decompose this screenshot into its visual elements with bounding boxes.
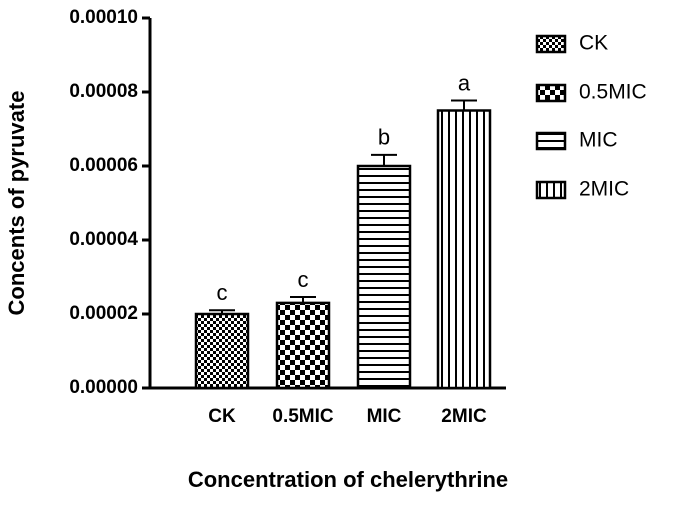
x-axis-title: Concentration of chelerythrine — [188, 467, 508, 492]
x-tick-label: 0.5MIC — [272, 406, 334, 427]
bar — [356, 164, 412, 390]
legend-label: 2MIC — [579, 178, 629, 201]
bar — [275, 301, 331, 390]
legend-swatch — [535, 131, 567, 151]
significance-letter: c — [217, 280, 228, 305]
y-tick-label: 0.00000 — [69, 377, 138, 398]
y-tick-label: 0.00004 — [69, 229, 138, 250]
legend-swatch — [535, 34, 567, 54]
legend-label: CK — [579, 32, 608, 55]
x-tick-label: CK — [208, 406, 236, 427]
significance-letter: a — [458, 70, 471, 95]
bar — [436, 109, 492, 390]
x-tick-label: MIC — [367, 406, 402, 427]
y-tick-label: 0.00008 — [69, 81, 138, 102]
significance-letter: b — [378, 125, 390, 150]
legend-label: 0.5MIC — [579, 81, 647, 104]
y-tick-label: 0.00006 — [69, 155, 138, 176]
y-tick-label: 0.00002 — [69, 303, 138, 324]
legend-label: MIC — [579, 129, 618, 152]
y-tick-label: 0.00010 — [69, 7, 138, 28]
legend-swatch — [535, 180, 567, 200]
x-tick-label: 2MIC — [441, 406, 487, 427]
significance-letter: c — [298, 267, 309, 292]
legend-swatch — [535, 83, 567, 103]
bar — [194, 312, 250, 390]
y-axis-title: Concents of pyruvate — [4, 91, 29, 316]
